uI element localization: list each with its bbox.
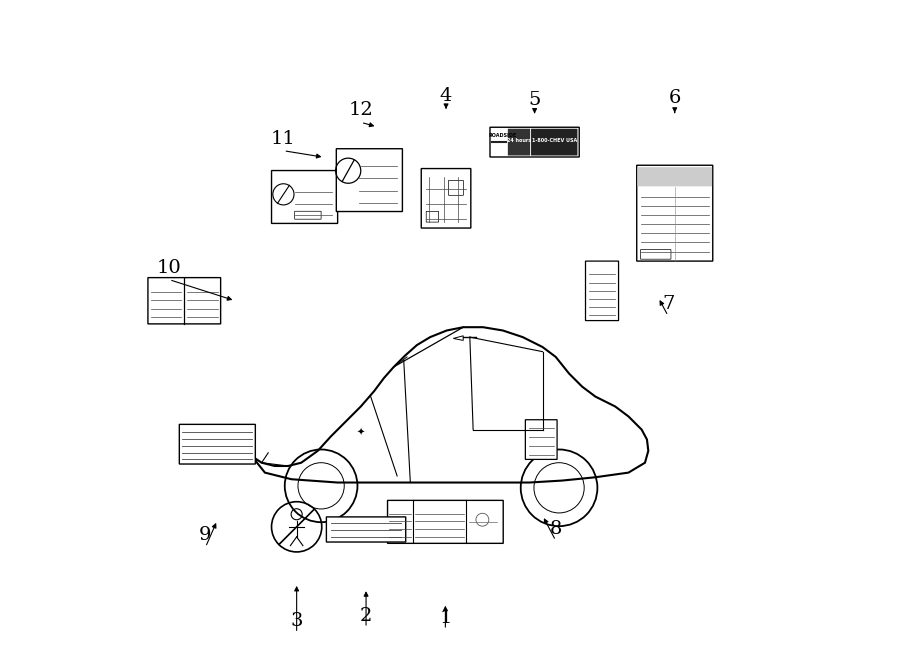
FancyBboxPatch shape: [327, 517, 406, 542]
FancyBboxPatch shape: [427, 212, 438, 222]
Text: 9: 9: [199, 526, 212, 545]
Text: ROADSIDE: ROADSIDE: [489, 133, 517, 138]
Text: 2: 2: [360, 607, 373, 625]
FancyBboxPatch shape: [337, 149, 402, 212]
FancyBboxPatch shape: [490, 127, 580, 157]
FancyBboxPatch shape: [531, 129, 578, 155]
FancyBboxPatch shape: [508, 129, 530, 155]
Text: 11: 11: [271, 130, 296, 148]
FancyBboxPatch shape: [421, 169, 471, 228]
FancyBboxPatch shape: [272, 171, 338, 223]
FancyBboxPatch shape: [641, 250, 670, 259]
Text: 1-800-CHEV USA: 1-800-CHEV USA: [532, 138, 577, 143]
Text: ✦: ✦: [356, 428, 365, 438]
FancyBboxPatch shape: [526, 420, 557, 459]
FancyBboxPatch shape: [636, 165, 713, 261]
Text: 12: 12: [348, 101, 374, 120]
FancyBboxPatch shape: [586, 261, 618, 321]
Text: 24 hours: 24 hours: [507, 138, 531, 143]
Text: 8: 8: [550, 520, 562, 538]
Text: 5: 5: [528, 91, 541, 110]
Text: 10: 10: [157, 258, 182, 277]
FancyBboxPatch shape: [448, 180, 464, 196]
Text: 4: 4: [440, 87, 452, 105]
FancyBboxPatch shape: [388, 500, 503, 543]
FancyBboxPatch shape: [637, 167, 712, 186]
FancyBboxPatch shape: [148, 278, 220, 324]
Text: 3: 3: [291, 612, 303, 631]
FancyBboxPatch shape: [294, 212, 321, 219]
Text: 7: 7: [662, 295, 674, 313]
FancyBboxPatch shape: [179, 424, 256, 464]
Polygon shape: [454, 336, 464, 340]
Text: 1: 1: [439, 609, 452, 627]
Text: 6: 6: [669, 89, 681, 107]
